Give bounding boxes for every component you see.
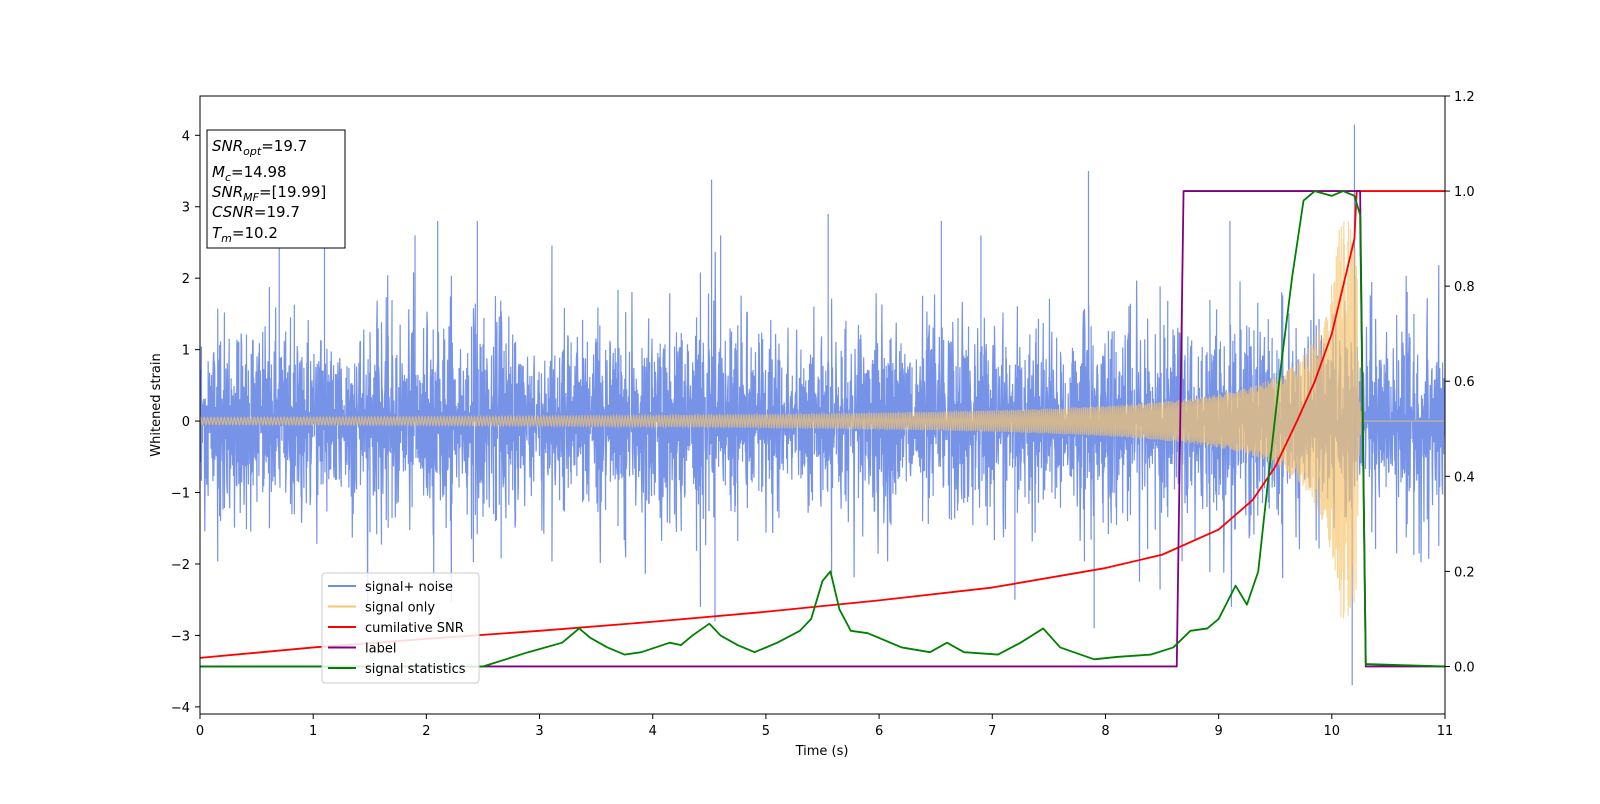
plot-frame bbox=[199, 95, 1446, 715]
y-axis-right: 0.0 0.2 0.4 0.6 0.8 1.0 1.2 bbox=[1445, 90, 1475, 675]
y-left-tick-label: −3 bbox=[171, 629, 190, 644]
legend-label: label bbox=[365, 642, 396, 657]
y-right-tick-label: 0.0 bbox=[1454, 660, 1475, 675]
series-signal-plus-noise bbox=[200, 124, 1445, 686]
legend-label: signal only bbox=[365, 601, 435, 616]
x-axis-label: Time (s) bbox=[795, 744, 849, 759]
y-left-tick-label: −2 bbox=[171, 558, 190, 573]
y-right-tick-label: 0.4 bbox=[1454, 470, 1475, 485]
x-tick-label: 11 bbox=[1437, 724, 1454, 739]
x-tick-label: 10 bbox=[1324, 724, 1341, 739]
annotation-snr-opt: SNRopt=19.7 bbox=[212, 137, 307, 158]
x-tick-label: 0 bbox=[196, 724, 204, 739]
annotation-csnr: CSNR=19.7 bbox=[212, 203, 300, 221]
legend-frame bbox=[321, 572, 480, 684]
series-signal-statistics bbox=[200, 190, 1445, 668]
x-tick-label: 5 bbox=[762, 724, 770, 739]
y-axis-label: Whitened strain bbox=[149, 353, 164, 456]
x-tick-label: 2 bbox=[422, 724, 430, 739]
x-tick-label: 1 bbox=[309, 724, 317, 739]
y-left-tick-label: −1 bbox=[171, 487, 190, 502]
series-cumilative-snr bbox=[200, 190, 1445, 659]
series-layer bbox=[200, 124, 1445, 686]
x-tick-label: 9 bbox=[1214, 724, 1222, 739]
x-axis: 0 1 2 3 4 5 6 7 8 9 10 11 bbox=[196, 714, 1453, 739]
legend: signal+ noise signal only cumilative SNR la… bbox=[321, 572, 480, 684]
y-right-tick-label: 0.2 bbox=[1454, 565, 1475, 580]
legend-label: signal+ noise bbox=[365, 580, 453, 595]
y-right-tick-label: 0.6 bbox=[1454, 375, 1475, 390]
y-left-tick-label: −4 bbox=[171, 701, 190, 716]
y-right-tick-label: 1.2 bbox=[1454, 90, 1475, 105]
annotation-mc: Mc=14.98 bbox=[212, 163, 287, 184]
y-left-tick-label: 4 bbox=[182, 129, 190, 144]
y-right-tick-label: 1.0 bbox=[1454, 185, 1475, 200]
legend-label: signal statistics bbox=[365, 662, 466, 677]
y-left-tick-label: 1 bbox=[182, 344, 190, 359]
y-axis-left: −4 −3 −2 −1 0 1 2 3 4 bbox=[171, 129, 200, 716]
series-signal-only bbox=[200, 221, 1445, 619]
y-right-tick-label: 0.8 bbox=[1454, 280, 1475, 295]
annotation-tm: Tm=10.2 bbox=[212, 224, 278, 245]
x-tick-label: 4 bbox=[649, 724, 657, 739]
annotation-box: SNRopt=19.7 Mc=14.98 SNRMF=[19.99] CSNR=… bbox=[206, 129, 346, 249]
legend-label: cumilative SNR bbox=[365, 621, 464, 636]
annotation-snr-mf: SNRMF=[19.99] bbox=[212, 183, 326, 204]
y-left-tick-label: 3 bbox=[182, 201, 190, 216]
series-label bbox=[200, 190, 1445, 668]
y-left-tick-label: 2 bbox=[182, 272, 190, 287]
x-tick-label: 3 bbox=[535, 724, 543, 739]
x-tick-label: 6 bbox=[875, 724, 883, 739]
x-tick-label: 7 bbox=[988, 724, 996, 739]
y-left-tick-label: 0 bbox=[182, 415, 190, 430]
x-tick-label: 8 bbox=[1101, 724, 1109, 739]
